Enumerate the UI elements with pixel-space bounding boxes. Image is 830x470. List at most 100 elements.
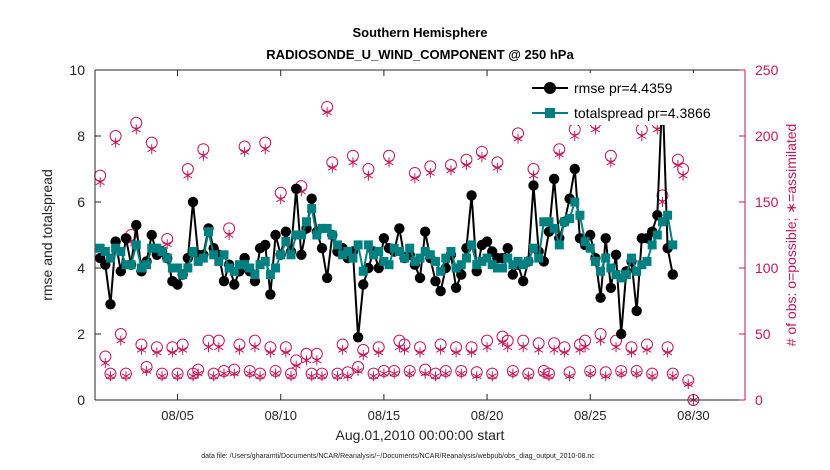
totalspread-point <box>121 260 131 270</box>
assimilated-obs-point <box>100 358 110 369</box>
x-tick-label: 08/15 <box>368 408 401 423</box>
y2-tick-label: 0 <box>755 392 763 408</box>
rmse-point <box>270 229 281 241</box>
assimilated-obs-point <box>441 368 451 379</box>
assimilated-obs-point <box>472 371 482 382</box>
totalspread-point <box>296 230 306 240</box>
legend: rmse pr=4.4359 totalspread pr=4.3866 <box>525 73 740 125</box>
data-file-footnote: data file: /Users/gharamti/Documents/NCA… <box>201 453 595 460</box>
assimilated-obs-point <box>250 342 260 353</box>
rmse-point <box>218 276 230 287</box>
rmse-point <box>316 243 328 254</box>
rmse-point <box>358 279 369 290</box>
assimilated-obs-point <box>678 170 688 181</box>
totalspread-point <box>451 263 461 273</box>
totalspread-point <box>580 237 590 247</box>
totalspread-point <box>178 270 188 280</box>
rmse-point <box>595 292 606 303</box>
assimilated-obs-point <box>554 149 564 160</box>
totalspread-point <box>116 247 126 256</box>
rmse-point <box>528 180 539 191</box>
rmse-point <box>131 219 142 231</box>
rmse-point <box>306 193 317 204</box>
assimilated-obs-point <box>131 124 141 135</box>
assimilated-obs-point <box>534 344 544 355</box>
assimilated-obs-point <box>487 371 497 382</box>
totalspread-point <box>590 256 600 266</box>
assimilated-obs-point <box>559 347 570 358</box>
assimilated-obs-point <box>265 347 275 358</box>
rmse-point <box>414 272 426 284</box>
totalspread-point <box>585 243 595 253</box>
totalspread-point <box>245 263 255 273</box>
totalspread-point <box>420 247 430 256</box>
totalspread-point <box>565 214 575 223</box>
assimilated-obs-point <box>503 342 513 353</box>
totalspread-point <box>229 266 239 276</box>
assimilated-obs-point <box>585 368 595 379</box>
totalspread-point <box>183 263 193 273</box>
totalspread-point <box>492 263 502 273</box>
totalspread-point <box>167 263 177 273</box>
totalspread-point <box>157 247 167 256</box>
rmse-point <box>187 196 199 208</box>
assimilated-obs-point <box>276 194 286 205</box>
assimilated-obs-point <box>348 157 358 168</box>
totalspread-point <box>627 253 637 263</box>
rmse-point <box>352 332 364 343</box>
assimilated-obs-point <box>353 365 363 376</box>
totalspread-point <box>250 270 260 280</box>
totalspread-point <box>539 217 549 227</box>
totalspread-point <box>317 223 327 233</box>
totalspread-point <box>100 247 110 256</box>
rmse-point <box>280 226 292 237</box>
assimilated-obs-point <box>379 368 389 379</box>
rmse-point <box>172 279 183 290</box>
assimilated-obs-point <box>518 342 528 353</box>
assimilated-obs-point <box>446 165 456 176</box>
totalspread-point <box>513 256 523 266</box>
assimilated-obs-point <box>637 131 647 141</box>
assimilated-obs-point <box>420 368 430 379</box>
rmse-point <box>548 173 560 185</box>
assimilated-obs-point <box>95 177 105 188</box>
totalspread-point <box>523 256 533 266</box>
totalspread-point <box>214 256 224 266</box>
rmse-point <box>229 279 240 290</box>
assimilated-obs-point <box>647 371 657 382</box>
totalspread-point <box>198 253 208 263</box>
assimilated-obs-point <box>467 347 477 358</box>
totalspread-point <box>369 250 379 260</box>
assimilated-obs-point <box>291 360 301 371</box>
totalspread-point <box>657 217 667 227</box>
legend-box <box>525 73 740 125</box>
assimilated-obs-point <box>152 347 162 358</box>
assimilated-obs-point <box>399 344 410 355</box>
assimilated-obs-point <box>363 170 373 181</box>
totalspread-point <box>188 247 198 256</box>
assimilated-obs-point <box>616 368 626 379</box>
assimilated-obs-point <box>312 355 322 366</box>
totalspread-point <box>487 260 497 270</box>
totalspread-point <box>544 217 554 227</box>
rmse-point <box>321 272 333 284</box>
totalspread-point <box>338 250 348 260</box>
totalspread-point <box>621 270 631 280</box>
rmse-point <box>667 269 678 280</box>
totalspread-point <box>425 250 435 260</box>
y-tick-label: 0 <box>77 392 85 408</box>
assimilated-obs-point <box>451 347 461 358</box>
totalspread-point <box>647 240 657 250</box>
rmse-point <box>466 190 477 201</box>
assimilated-obs-point <box>322 107 332 118</box>
assimilated-obs-point <box>338 344 348 355</box>
assimilated-obs-point <box>549 344 559 355</box>
assimilated-obs-point <box>178 344 188 355</box>
assimilated-obs-point <box>281 347 291 358</box>
assimilated-obs-point <box>193 368 203 379</box>
assimilated-obs-point <box>147 144 157 155</box>
totalspread-point <box>559 217 569 227</box>
rmse-point <box>419 226 431 237</box>
